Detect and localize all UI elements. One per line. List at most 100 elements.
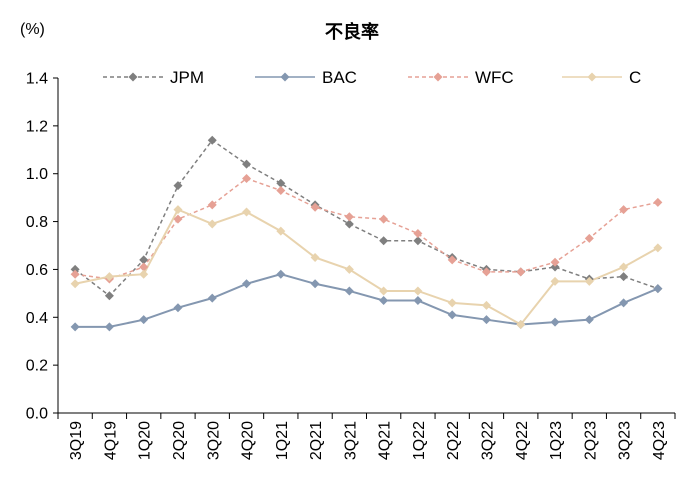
data-point-c bbox=[104, 272, 114, 282]
data-point-wfc bbox=[619, 205, 629, 215]
data-point-bac bbox=[653, 284, 663, 294]
data-point-c bbox=[584, 276, 594, 286]
data-point-c bbox=[310, 252, 320, 262]
data-point-bac bbox=[584, 315, 594, 325]
data-point-wfc bbox=[653, 197, 663, 207]
data-point-bac bbox=[276, 269, 286, 279]
legend: JPM BAC WFC C bbox=[103, 68, 641, 87]
plot-area bbox=[70, 135, 663, 332]
data-point-bac bbox=[413, 296, 423, 306]
data-point-bac bbox=[447, 310, 457, 320]
chart-title: 不良率 bbox=[325, 21, 379, 42]
data-point-wfc bbox=[516, 267, 526, 277]
data-point-wfc bbox=[481, 267, 491, 277]
data-point-bac bbox=[104, 322, 114, 332]
data-point-c bbox=[447, 298, 457, 308]
y-tick-label: 0.0 bbox=[26, 406, 48, 423]
data-point-c bbox=[139, 269, 149, 279]
data-point-jpm bbox=[70, 264, 80, 274]
x-tick-label: 3Q21 bbox=[342, 421, 359, 460]
legend-marker-jpm bbox=[128, 72, 138, 82]
data-point-bac bbox=[550, 317, 560, 327]
y-tick-label: 0.8 bbox=[26, 214, 48, 231]
data-point-jpm bbox=[619, 272, 629, 282]
x-tick-label: 2Q22 bbox=[445, 421, 462, 460]
y-tick-label: 0.2 bbox=[26, 358, 48, 375]
data-point-c bbox=[413, 286, 423, 296]
data-point-jpm bbox=[242, 159, 252, 169]
data-point-wfc bbox=[584, 233, 594, 243]
data-point-wfc bbox=[173, 214, 183, 224]
legend-label-c: C bbox=[629, 68, 641, 87]
data-point-bac bbox=[173, 303, 183, 313]
data-point-bac bbox=[481, 315, 491, 325]
y-tick-label: 1.4 bbox=[26, 71, 48, 88]
data-point-wfc bbox=[207, 200, 217, 210]
data-point-c bbox=[619, 262, 629, 272]
data-point-bac bbox=[139, 315, 149, 325]
x-tick-label: 1Q21 bbox=[274, 421, 291, 460]
data-point-c bbox=[516, 319, 526, 329]
x-tick-label: 1Q22 bbox=[411, 421, 428, 460]
data-point-c bbox=[344, 264, 354, 274]
data-point-wfc bbox=[139, 262, 149, 272]
y-tick-label: 0.4 bbox=[26, 310, 48, 327]
data-point-c bbox=[653, 243, 663, 253]
legend-marker-wfc bbox=[433, 72, 443, 82]
data-point-wfc bbox=[242, 174, 252, 183]
data-point-bac bbox=[207, 293, 217, 303]
data-point-bac bbox=[310, 279, 320, 289]
data-point-c bbox=[173, 205, 183, 215]
y-tick-label: 1.0 bbox=[26, 166, 48, 183]
data-point-jpm bbox=[173, 181, 183, 191]
x-tick-label: 4Q19 bbox=[102, 421, 119, 460]
data-point-jpm bbox=[104, 291, 114, 301]
data-point-wfc bbox=[70, 269, 80, 279]
data-point-wfc bbox=[344, 212, 354, 222]
data-point-wfc bbox=[550, 257, 560, 267]
x-tick-label: 1Q23 bbox=[548, 421, 565, 460]
x-tick-label: 3Q19 bbox=[68, 421, 85, 460]
data-point-bac bbox=[344, 286, 354, 296]
data-point-jpm bbox=[344, 219, 354, 229]
data-point-jpm bbox=[379, 236, 389, 246]
data-point-jpm bbox=[276, 178, 286, 188]
x-tick-label: 3Q20 bbox=[205, 421, 222, 460]
data-point-wfc bbox=[413, 229, 423, 239]
data-point-wfc bbox=[310, 202, 320, 212]
legend-label-bac: BAC bbox=[322, 68, 357, 87]
data-point-c bbox=[481, 300, 491, 310]
data-point-c bbox=[276, 226, 286, 236]
data-point-wfc bbox=[379, 214, 389, 224]
x-tick-label: 4Q22 bbox=[514, 421, 531, 460]
data-point-c bbox=[70, 279, 80, 289]
data-point-bac bbox=[242, 279, 252, 289]
x-tick-label: 3Q22 bbox=[479, 421, 496, 460]
data-point-bac bbox=[70, 322, 80, 332]
x-tick-label: 2Q21 bbox=[308, 421, 325, 460]
legend-marker-c bbox=[587, 72, 597, 82]
legend-marker-bac bbox=[280, 72, 290, 82]
data-point-bac bbox=[379, 296, 389, 306]
data-point-c bbox=[550, 276, 560, 286]
series-line-wfc bbox=[75, 177, 659, 280]
axes: 0.0 0.2 0.4 0.6 0.8 1.0 1.2 1.4 3Q19 4Q19 1Q20 2Q20… bbox=[26, 71, 676, 460]
y-axis-unit-label: (%) bbox=[20, 21, 45, 38]
y-tick-label: 0.6 bbox=[26, 262, 48, 279]
x-tick-label: 3Q23 bbox=[617, 421, 634, 460]
x-tick-label: 2Q23 bbox=[582, 421, 599, 460]
data-point-wfc bbox=[447, 255, 457, 265]
data-point-jpm bbox=[413, 236, 423, 246]
data-point-c bbox=[379, 286, 389, 296]
x-tick-label: 4Q23 bbox=[651, 421, 668, 460]
data-point-wfc bbox=[276, 185, 286, 195]
x-tick-label: 2Q20 bbox=[171, 421, 188, 460]
series-line-bac bbox=[75, 273, 659, 328]
data-point-jpm bbox=[207, 135, 217, 145]
legend-label-wfc: WFC bbox=[475, 68, 514, 87]
data-point-c bbox=[242, 207, 252, 217]
data-point-jpm bbox=[139, 255, 149, 265]
x-tick-label: 1Q20 bbox=[137, 421, 154, 460]
